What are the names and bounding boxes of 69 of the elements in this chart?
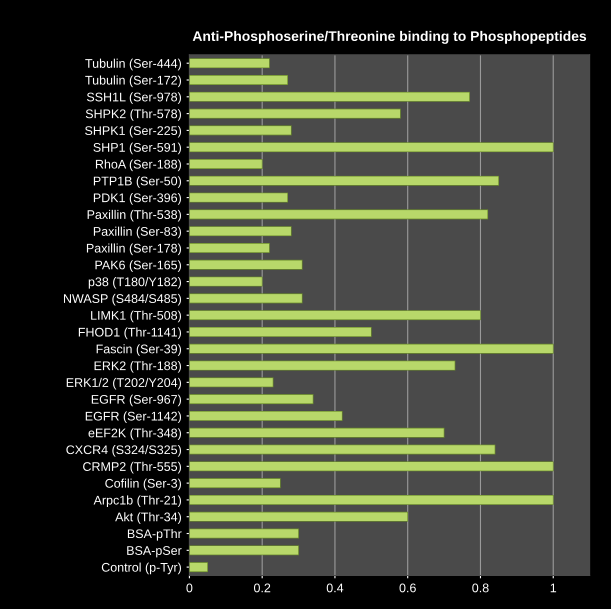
y-tick-label: PTP1B (Ser-50) — [94, 176, 181, 188]
y-tick-label: BSA-pSer — [127, 546, 182, 558]
bar — [189, 478, 281, 488]
bar — [189, 176, 500, 186]
y-tick-label: SHP1 (Ser-591) — [93, 142, 181, 154]
bar — [189, 92, 470, 102]
y-tick-label: Arpc1b (Thr-21) — [94, 495, 182, 508]
bar — [189, 394, 314, 404]
y-tick-label: EGFR (Ser-967) — [92, 394, 181, 406]
y-tick-label: LIMK1 (Thr-508) — [91, 310, 182, 322]
bar — [189, 344, 554, 354]
y-tick-label: Cofilin (Ser-3) — [105, 478, 181, 490]
y-tick-label: PAK6 (Ser-165) — [95, 260, 181, 272]
bar — [189, 276, 263, 287]
y-tick-label: p38 (T180/Y182) — [88, 277, 182, 289]
bar — [189, 377, 274, 388]
x-tick-label: 0.4 — [326, 583, 344, 592]
y-tick-label: eEF2K (Thr-348) — [88, 428, 181, 440]
y-tick-label: ERK1/2 (T202/Y204) — [66, 378, 181, 390]
bar — [189, 293, 303, 304]
bar — [189, 142, 554, 152]
y-tick-label: NWASP (S484/S485) — [64, 294, 181, 306]
bar — [189, 75, 288, 85]
bar — [189, 310, 481, 320]
y-tick-label: CXCR4 (S324/S325) — [66, 445, 181, 457]
x-tick-label: 0 — [186, 583, 192, 592]
bar — [189, 512, 408, 522]
y-tick-label: Akt (Thr-34) — [115, 512, 181, 524]
y-tick-label: SHPK2 (Thr-578) — [86, 109, 181, 121]
bar — [189, 58, 270, 68]
y-tick-label: Paxillin (Ser-83) — [94, 226, 181, 238]
bar — [189, 159, 263, 169]
x-tick-label: 1 — [550, 584, 556, 592]
y-tick-label: EGFR (Ser-1142) — [86, 411, 181, 424]
bar — [189, 428, 444, 438]
bar — [189, 209, 488, 220]
y-tick-label: PDK1 (Ser-396) — [94, 193, 181, 205]
y-tick-label: Paxillin (Ser-178) — [86, 243, 181, 256]
x-tick-label: 0.2 — [254, 583, 270, 592]
y-tick-label: Tubulin (Ser-172) — [85, 75, 182, 88]
y-tick-label: FHOD1 (Thr-1141) — [78, 327, 182, 340]
y-tick-label: ERK2 (Thr-188) — [94, 361, 181, 373]
x-tick-label: 0.6 — [400, 583, 416, 592]
bar — [189, 461, 554, 472]
bar — [189, 192, 288, 203]
y-tick-label: BSA-pThr — [128, 528, 182, 541]
y-tick-label: Fascin (Ser-39) — [96, 344, 181, 356]
y-tick-label: SHPK1 (Ser-225) — [85, 126, 181, 138]
bar — [189, 528, 299, 538]
bar — [189, 243, 270, 253]
y-tick-label: RhoA (Ser-188) — [96, 159, 181, 172]
bar — [189, 360, 456, 371]
y-tick-label: SSH1L (Ser-978) — [86, 92, 181, 104]
bar — [189, 226, 292, 236]
bar — [189, 545, 299, 556]
bar — [189, 410, 343, 421]
y-tick-label: Tubulin (Ser-444) — [85, 58, 182, 70]
bar — [189, 326, 372, 337]
bar — [189, 562, 208, 572]
bar — [189, 125, 292, 136]
chart-title: Anti-Phosphoserine/Threonine binding to Phosphopeptides — [192, 30, 586, 44]
y-tick-label: CRMP2 (Thr-555) — [83, 462, 181, 474]
bar — [189, 108, 401, 119]
bar — [189, 444, 496, 454]
x-tick-label: 0.8 — [472, 583, 489, 592]
y-tick-label: Paxillin (Thr-538) — [88, 210, 181, 222]
bar — [189, 260, 303, 270]
y-tick-label: Control (p-Tyr) — [102, 562, 181, 574]
bar — [189, 494, 554, 505]
